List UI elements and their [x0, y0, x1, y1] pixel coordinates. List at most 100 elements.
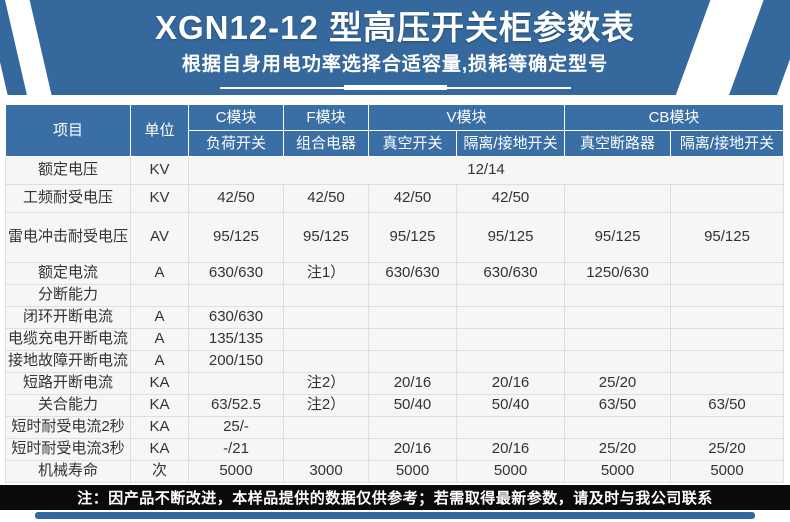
value-cell	[188, 284, 284, 307]
value-cell	[455, 350, 566, 373]
unit-cell: A	[130, 262, 189, 285]
value-cell	[670, 262, 785, 285]
table-body: 额定电压 KV 12/14 工频耐受电压 KV 42/50 42/50 42/5…	[5, 156, 785, 483]
value-cell: 50/40	[368, 394, 457, 417]
page-subtitle: 根据自身用电功率选择合适容量,损耗等确定型号	[181, 53, 609, 75]
banner-underline	[0, 85, 790, 90]
value-cell	[670, 350, 785, 373]
value-cell: 95/125	[188, 212, 284, 263]
value-cell	[455, 328, 566, 351]
group-header-v: V模块	[367, 104, 566, 131]
value-cell: 630/630	[455, 262, 566, 285]
param-label-cell: 分断能力	[5, 284, 131, 307]
param-label-cell: 短时耐受电流2秒	[5, 416, 131, 439]
unit-cell: KA	[130, 394, 189, 417]
table-row: 雷电冲击耐受电压 AV 95/125 95/125 95/125 95/125 …	[5, 212, 785, 263]
table-row: 机械寿命 次 5000 3000 5000 5000 5000 5000	[5, 460, 785, 483]
value-cell	[455, 284, 566, 307]
value-cell: 注2）	[283, 394, 369, 417]
table-row: 短时耐受电流2秒 KA 25/-	[5, 416, 785, 439]
value-cell	[564, 184, 672, 213]
value-cell	[188, 372, 284, 395]
underline-thick-center	[343, 85, 447, 90]
value-cell: 20/16	[368, 372, 457, 395]
value-cell: 注1）	[283, 262, 369, 285]
value-cell	[670, 416, 785, 439]
value-cell: -/21	[188, 438, 284, 461]
value-cell: 42/50	[368, 184, 457, 213]
value-cell: 42/50	[455, 184, 566, 213]
group-header-cb: CB模块	[564, 104, 785, 131]
value-cell: 95/125	[564, 212, 672, 263]
sub-header-v-isolation-earthing: 隔离/接地开关	[455, 130, 566, 157]
table-row: 短路开断电流 KA 注2） 20/16 20/16 25/20	[5, 372, 785, 395]
sub-header-load-switch: 负荷开关	[188, 130, 284, 157]
sub-header-combined-apparatus: 组合电器	[283, 130, 369, 157]
value-cell: 5000	[564, 460, 672, 483]
value-cell: 95/125	[283, 212, 369, 263]
sub-header-cb-isolation-earthing: 隔离/接地开关	[670, 130, 785, 157]
value-cell: 200/150	[188, 350, 284, 373]
unit-cell: KV	[130, 156, 189, 185]
value-cell	[368, 306, 457, 329]
param-label-cell: 机械寿命	[5, 460, 131, 483]
value-cell: 5000	[670, 460, 785, 483]
value-cell	[455, 306, 566, 329]
value-cell: 630/630	[188, 306, 284, 329]
note-bar: 注：因产品不断改进，本样品提供的数据仅供参考；若需取得最新参数，请及时与我公司联…	[0, 485, 790, 510]
table-row: 闭环开断电流 A 630/630	[5, 306, 785, 329]
value-cell: 63/50	[564, 394, 672, 417]
value-cell	[670, 184, 785, 213]
group-header-f: F模块	[283, 104, 369, 131]
unit-cell	[130, 284, 189, 307]
underline-thin-left	[219, 86, 344, 89]
value-cell	[564, 350, 672, 373]
param-label-cell: 电缆充电开断电流	[5, 328, 131, 351]
parameter-table-wrap: 项目 单位 C模块 F模块 V模块 CB模块 负荷开关 组合电器 真空开关 隔离…	[5, 104, 785, 483]
value-cell: 63/50	[670, 394, 785, 417]
value-cell	[564, 328, 672, 351]
value-cell: 12/14	[187, 156, 785, 185]
table-row: 电缆充电开断电流 A 135/135	[5, 328, 785, 351]
group-header-c: C模块	[188, 104, 284, 131]
value-cell: 25/20	[564, 372, 672, 395]
bottom-strip	[35, 512, 755, 519]
value-cell	[368, 416, 457, 439]
sub-header-vacuum-breaker: 真空断路器	[564, 130, 672, 157]
value-cell	[564, 284, 672, 307]
value-cell: 20/16	[368, 438, 457, 461]
table-row: 短时耐受电流3秒 KA -/21 20/16 20/16 25/20 25/20	[5, 438, 785, 461]
value-cell: 注2）	[283, 372, 369, 395]
value-cell	[368, 350, 457, 373]
unit-cell: KV	[130, 184, 189, 213]
sub-header-vacuum-switch: 真空开关	[368, 130, 457, 157]
value-cell: 5000	[368, 460, 457, 483]
param-label-cell: 闭环开断电流	[5, 306, 131, 329]
page-title: XGN12-12 型高压开关柜参数表	[154, 9, 636, 46]
value-cell: 42/50	[188, 184, 284, 213]
value-cell: 95/125	[455, 212, 566, 263]
unit-cell: AV	[130, 212, 189, 263]
table-header: 项目 单位 C模块 F模块 V模块 CB模块 负荷开关 组合电器 真空开关 隔离…	[5, 104, 785, 157]
value-cell	[670, 328, 785, 351]
value-cell: 25/-	[188, 416, 284, 439]
header-row-groups: 项目 单位 C模块 F模块 V模块 CB模块	[5, 104, 785, 157]
value-cell	[283, 350, 369, 373]
table-row: 分断能力	[5, 284, 785, 307]
value-cell	[283, 284, 369, 307]
param-label-cell: 工频耐受电压	[5, 184, 131, 213]
header-row-subs: 负荷开关 组合电器 真空开关 隔离/接地开关 真空断路器 隔离/接地开关	[6, 130, 785, 157]
table-row: 工频耐受电压 KV 42/50 42/50 42/50 42/50	[5, 184, 785, 213]
unit-cell: A	[130, 350, 189, 373]
value-cell	[564, 416, 672, 439]
table-row: 关合能力 KA 63/52.5 注2） 50/40 50/40 63/50 63…	[5, 394, 785, 417]
value-cell: 5000	[188, 460, 284, 483]
value-cell	[670, 372, 785, 395]
value-cell	[283, 328, 369, 351]
value-cell	[368, 284, 457, 307]
value-cell: 3000	[283, 460, 369, 483]
value-cell: 25/20	[670, 438, 785, 461]
unit-cell: 次	[130, 460, 189, 483]
value-cell	[455, 416, 566, 439]
